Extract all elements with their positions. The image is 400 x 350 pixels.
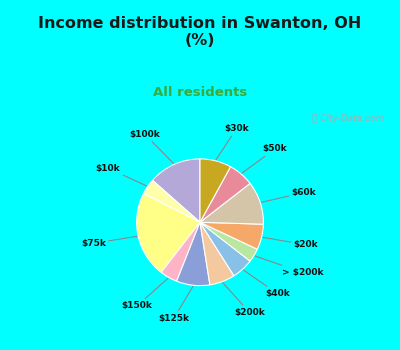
Text: $150k: $150k xyxy=(121,278,168,310)
Text: $40k: $40k xyxy=(244,270,290,298)
Wedge shape xyxy=(144,180,200,222)
Text: $20k: $20k xyxy=(263,237,318,249)
Wedge shape xyxy=(177,222,210,286)
Wedge shape xyxy=(161,222,200,281)
Wedge shape xyxy=(200,183,263,224)
Text: All residents: All residents xyxy=(153,86,247,99)
Wedge shape xyxy=(200,222,234,285)
Wedge shape xyxy=(200,222,257,261)
Wedge shape xyxy=(200,167,250,222)
Text: $50k: $50k xyxy=(242,145,287,173)
Wedge shape xyxy=(152,159,200,222)
Wedge shape xyxy=(200,159,230,222)
Text: $10k: $10k xyxy=(96,163,146,186)
Text: $30k: $30k xyxy=(216,125,248,160)
Wedge shape xyxy=(137,194,200,272)
Text: Income distribution in Swanton, OH
(%): Income distribution in Swanton, OH (%) xyxy=(38,16,362,48)
Wedge shape xyxy=(200,222,250,276)
Text: $60k: $60k xyxy=(262,188,316,202)
Text: $75k: $75k xyxy=(81,236,137,248)
Text: $200k: $200k xyxy=(223,283,265,317)
Wedge shape xyxy=(200,222,263,249)
Text: ⓘ City-Data.com: ⓘ City-Data.com xyxy=(312,114,384,123)
Text: $100k: $100k xyxy=(130,130,173,163)
Text: $125k: $125k xyxy=(158,287,193,322)
Text: > $200k: > $200k xyxy=(255,256,324,277)
